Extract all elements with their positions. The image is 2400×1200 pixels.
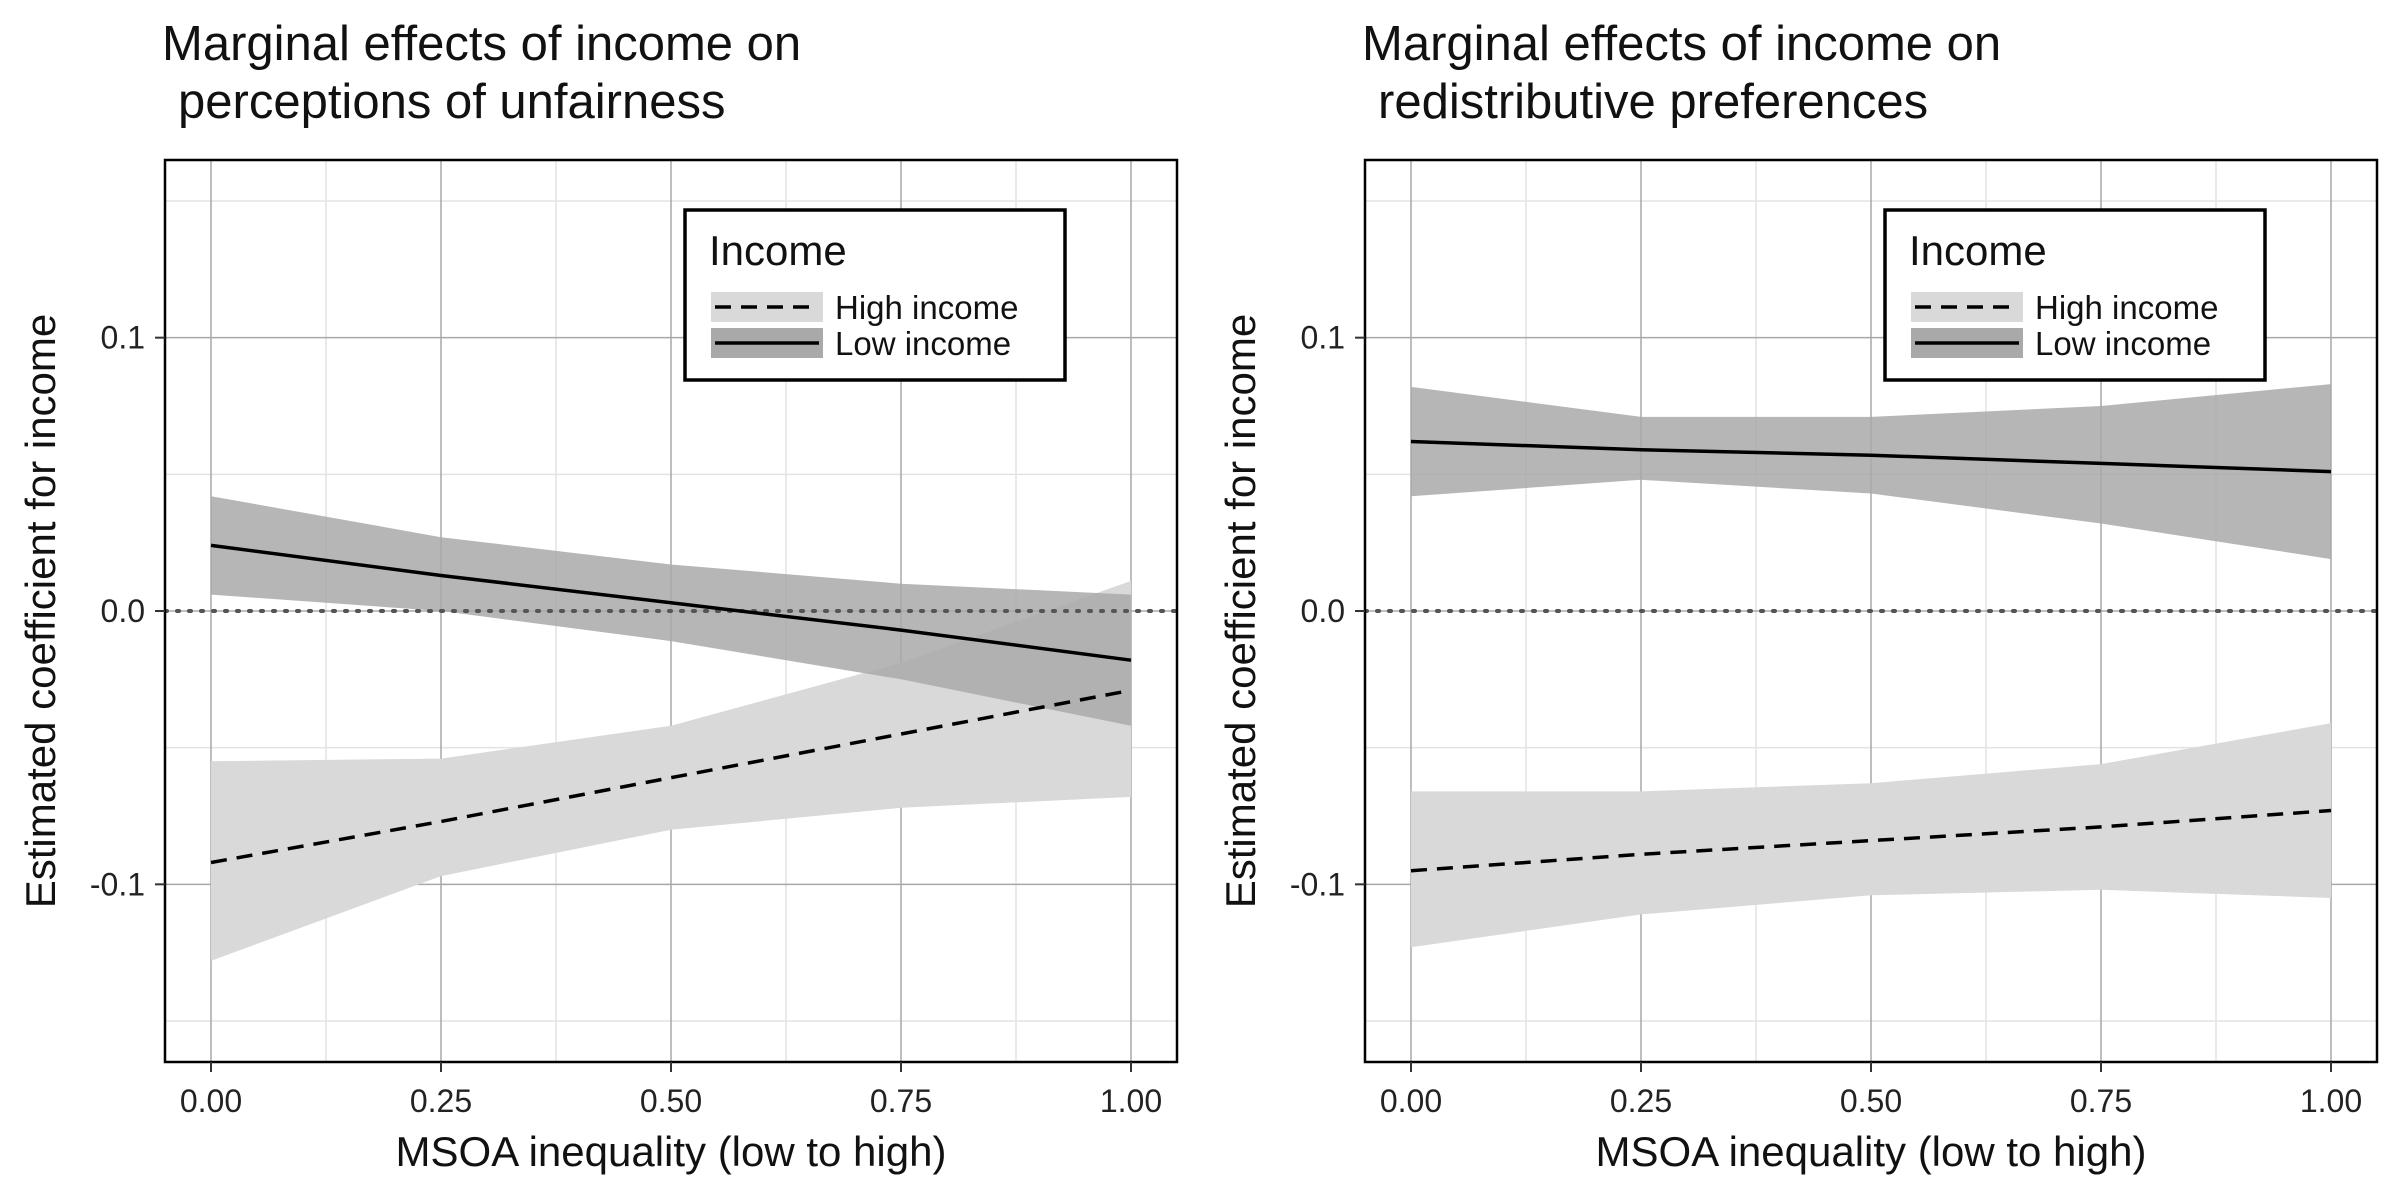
legend-entry-label: Low income [2035,325,2211,362]
x-axis-label: MSOA inequality (low to high) [396,1128,947,1175]
legend-entry-label: High income [2035,289,2218,326]
x-tick-label: 0.50 [1840,1083,1902,1119]
x-tick-label: 1.00 [2300,1083,2362,1119]
panel-title: Marginal effects of income on [1362,17,2001,71]
y-tick-label: -0.1 [90,866,145,902]
legend-title: Income [1909,227,2047,274]
y-tick-label: 0.0 [1301,593,1345,629]
confidence-band-low-income [1411,384,2331,560]
x-tick-label: 0.00 [1380,1083,1442,1119]
legend-entry-label: Low income [835,325,1011,362]
series-line-high-income [1410,808,2332,873]
panel-title: Marginal effects of income on [162,17,801,71]
panel-1: Marginal effects of income onperceptions… [17,17,1179,1175]
y-tick-label: 0.1 [101,320,145,356]
panel-2: Marginal effects of income onredistribut… [1217,17,2379,1175]
y-tick-label: -0.1 [1290,866,1345,902]
y-tick-label: 0.0 [101,593,145,629]
x-tick-label: 1.00 [1100,1083,1162,1119]
x-tick-label: 0.25 [1610,1083,1672,1119]
x-tick-label: 0.25 [410,1083,472,1119]
x-tick-label: 0.75 [2070,1083,2132,1119]
y-axis-label: Estimated coefficient for income [1217,314,1264,909]
panel-title-line2: perceptions of unfairness [178,75,726,129]
y-tick-label: 0.1 [1301,320,1345,356]
legend-title: Income [709,227,847,274]
series-line-low-income [210,543,1132,662]
confidence-band-high-income [1411,723,2331,948]
legend-entry-label: High income [835,289,1018,326]
x-tick-label: 0.50 [640,1083,702,1119]
x-tick-label: 0.75 [870,1083,932,1119]
x-axis-label: MSOA inequality (low to high) [1596,1128,2147,1175]
y-axis-label: Estimated coefficient for income [17,314,64,909]
panel-title-line2: redistributive preferences [1378,75,1928,129]
series-line-low-income [1410,439,2332,474]
x-tick-label: 0.00 [180,1083,242,1119]
